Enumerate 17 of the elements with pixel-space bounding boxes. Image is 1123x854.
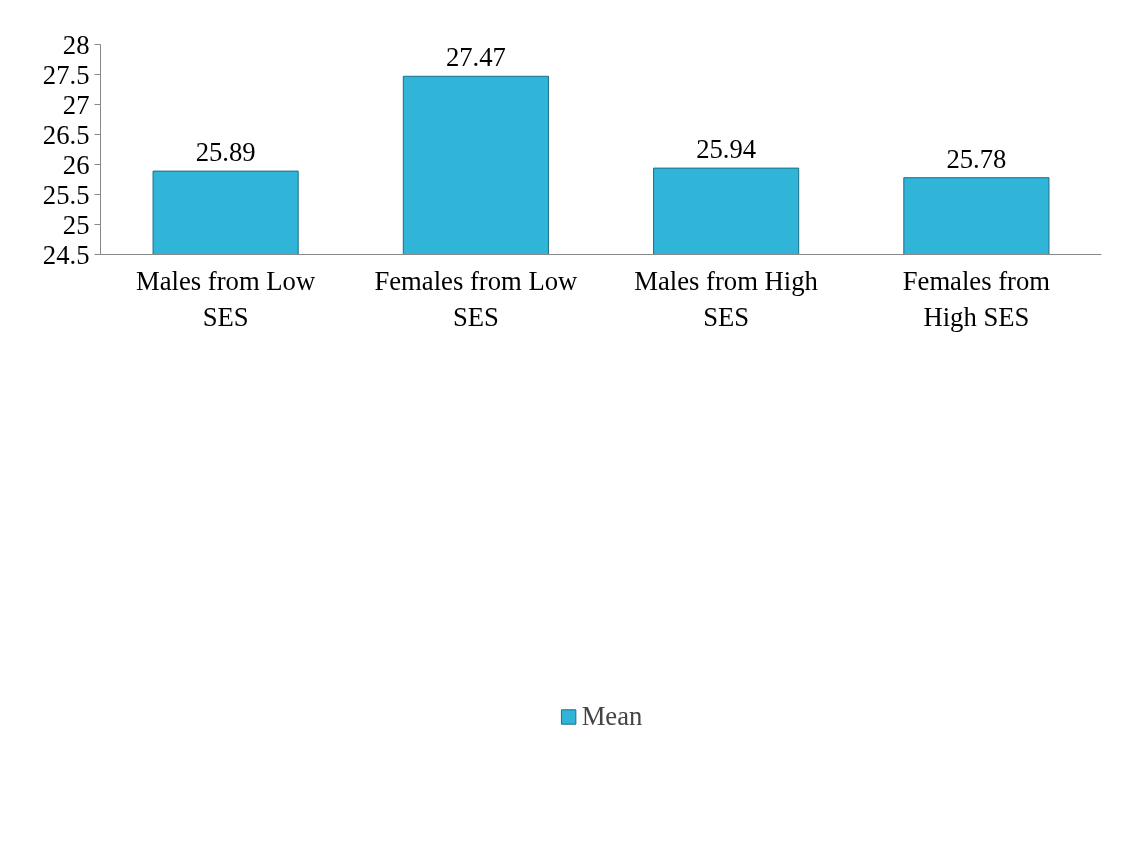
legend-label: Mean	[581, 700, 643, 732]
x-tick-label: Females from Low SES	[374, 265, 579, 332]
y-tick-label: 25.5	[42, 179, 90, 210]
data-label: 27.47	[445, 42, 506, 73]
y-tick-label: 26	[62, 149, 90, 180]
data-label: 25.89	[195, 137, 256, 168]
y-tick-label: 28	[62, 29, 90, 60]
x-tick-label: Females from High SES	[902, 265, 1051, 332]
y-tick-label: 26.5	[42, 119, 90, 150]
y-tick-label: 27.5	[42, 59, 90, 90]
x-tick-label: Males from High SES	[634, 265, 818, 332]
data-label: 25.78	[946, 143, 1007, 174]
y-tick-label: 24.5	[42, 239, 90, 270]
x-tick-label: Males from Low SES	[136, 265, 316, 332]
y-tick-label: 25	[62, 209, 90, 240]
y-tick-label: 27	[62, 89, 90, 120]
data-label: 25.94	[696, 134, 757, 165]
